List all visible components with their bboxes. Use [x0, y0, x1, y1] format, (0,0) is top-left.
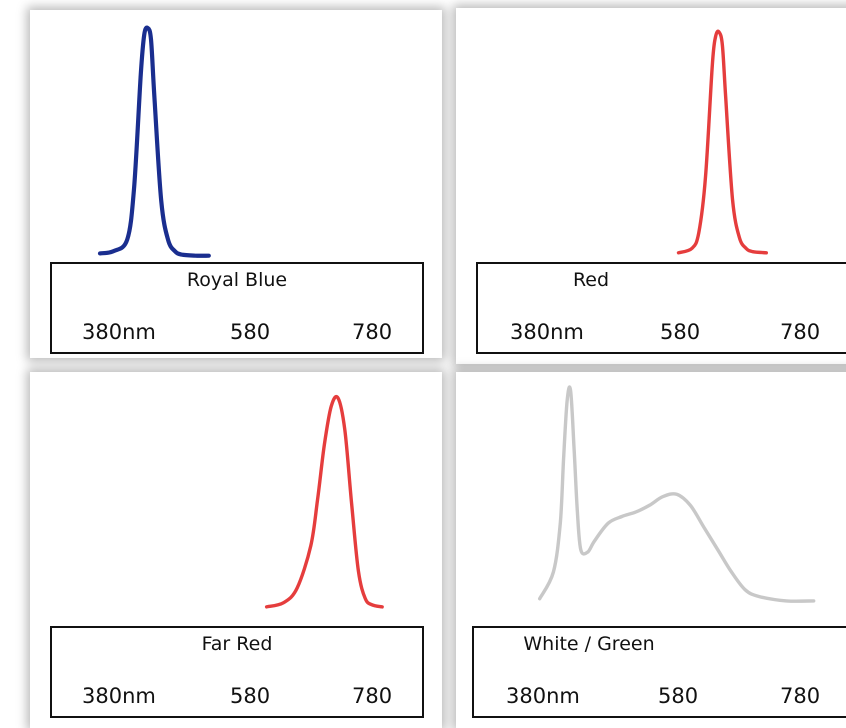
tick-label-380: 380nm	[82, 320, 156, 344]
tick-label-580: 580	[660, 320, 701, 344]
tick-label-780: 780	[352, 320, 393, 344]
panel-royal-blue: Royal Blue 380nm 580 780	[30, 10, 442, 358]
panel-white-green: White / Green 380nm 580 780	[456, 372, 846, 728]
spectrum-line	[97, 25, 211, 258]
legend-box: Far Red 380nm 580 780	[50, 626, 424, 718]
tick-label-780: 780	[780, 684, 821, 708]
tick-label-380: 380nm	[510, 320, 584, 344]
tick-label-580: 580	[230, 320, 271, 344]
tick-label-580: 580	[230, 684, 271, 708]
legend-title: White / Green	[523, 633, 655, 655]
royal-blue-spectrum-curve	[97, 25, 211, 258]
legend-box: Red 380nm 580 780	[476, 262, 846, 354]
legend-box: White / Green 380nm 580 780	[472, 626, 846, 718]
tick-label-780: 780	[780, 320, 821, 344]
legend-title: Red	[572, 269, 610, 291]
tick-label-380: 380nm	[506, 684, 580, 708]
tick-label-580: 580	[658, 684, 699, 708]
panel-far-red: Far Red 380nm 580 780	[30, 372, 442, 728]
spectrum-line	[676, 29, 768, 255]
spectrum-line	[538, 385, 816, 603]
far-red-spectrum-curve	[264, 394, 384, 609]
spectrum-line	[264, 394, 384, 609]
white-green-spectrum-curve	[538, 385, 816, 603]
tick-label-380: 380nm	[82, 684, 156, 708]
legend-title: Far Red	[201, 633, 273, 655]
tick-label-780: 780	[352, 684, 393, 708]
panel-red: Red 380nm 580 780	[456, 8, 846, 364]
legend-title: Royal Blue	[186, 269, 288, 291]
red-spectrum-curve	[676, 29, 768, 255]
legend-box: Royal Blue 380nm 580 780	[50, 262, 424, 354]
